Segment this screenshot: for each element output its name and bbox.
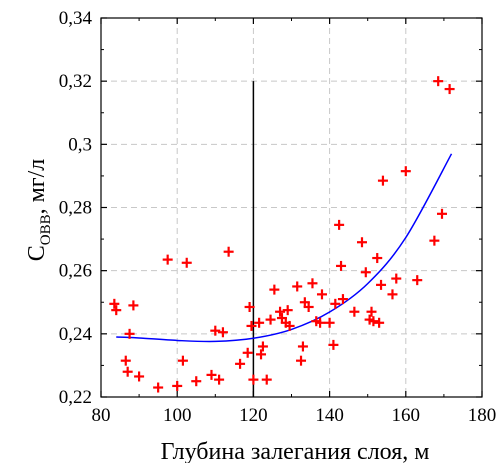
data-point — [376, 279, 387, 290]
y-axis-title-rest: , мг/л — [24, 159, 50, 215]
y-axis-tick-labels: 0,22 0,24 0,26 0,28 0,3 0,32 0,34 — [59, 8, 93, 408]
y-axis-title: CОВВ, мг/л — [24, 159, 54, 262]
data-point — [412, 275, 423, 286]
x-tick-label: 120 — [239, 405, 268, 426]
data-point — [356, 237, 367, 248]
grid-lines — [101, 18, 482, 397]
data-point — [124, 328, 135, 339]
data-point — [337, 294, 348, 305]
y-tick-label: 0,22 — [59, 387, 92, 408]
data-point — [122, 366, 133, 377]
data-point — [261, 374, 272, 385]
x-tick-label: 80 — [92, 405, 111, 426]
x-tick-label: 140 — [315, 405, 344, 426]
y-tick-label: 0,26 — [59, 261, 92, 282]
data-point — [334, 219, 345, 230]
data-point — [372, 253, 383, 264]
data-point — [257, 341, 268, 352]
data-point — [111, 305, 122, 316]
data-point — [360, 267, 371, 278]
data-point — [254, 317, 265, 328]
data-point — [429, 235, 440, 246]
trend-line — [116, 153, 453, 343]
data-point — [366, 306, 377, 317]
data-point — [349, 306, 360, 317]
y-axis-title-main: C — [24, 245, 50, 261]
data-point — [307, 278, 318, 289]
data-point — [368, 316, 379, 327]
data-point — [391, 273, 402, 284]
data-point — [328, 339, 339, 350]
x-tick-label: 100 — [163, 405, 192, 426]
data-point — [214, 374, 225, 385]
x-axis-tick-labels: 80 100 120 140 160 180 — [92, 405, 497, 426]
data-point — [433, 76, 444, 87]
data-point — [153, 382, 164, 393]
x-tick-label: 180 — [468, 405, 497, 426]
data-point — [256, 349, 267, 360]
x-axis-title: Глубина залегания слоя, м — [161, 439, 430, 463]
data-point — [315, 317, 326, 328]
data-point — [282, 305, 293, 316]
data-point — [134, 371, 145, 382]
data-point — [400, 166, 411, 177]
data-point — [172, 380, 183, 391]
y-tick-label: 0,28 — [59, 198, 92, 219]
y-tick-label: 0,24 — [59, 324, 93, 345]
data-point — [303, 301, 314, 312]
data-points — [109, 76, 455, 393]
y-axis-title-subscript: ОВВ — [38, 214, 54, 245]
data-point — [162, 254, 173, 265]
data-point — [210, 325, 221, 336]
data-point — [269, 284, 280, 295]
data-point — [246, 320, 257, 331]
y-tick-label: 0,34 — [59, 8, 93, 29]
data-point — [316, 289, 327, 300]
data-point — [109, 298, 120, 309]
data-point — [377, 175, 388, 186]
data-point — [444, 84, 455, 95]
data-point — [177, 355, 188, 366]
data-point — [324, 317, 335, 328]
y-axis-ticks — [101, 17, 482, 398]
data-point — [284, 320, 295, 331]
data-point — [275, 306, 286, 317]
data-point — [330, 298, 341, 309]
data-point — [265, 314, 276, 325]
y-tick-label: 0,3 — [68, 134, 92, 155]
data-point — [248, 374, 259, 385]
data-point — [235, 358, 246, 369]
data-point — [244, 301, 255, 312]
data-point — [191, 376, 202, 387]
data-point — [297, 341, 308, 352]
data-point — [223, 246, 234, 257]
data-point — [206, 369, 217, 380]
data-point — [374, 317, 385, 328]
data-point — [217, 327, 228, 338]
x-tick-label: 160 — [392, 405, 421, 426]
data-point — [120, 355, 131, 366]
data-point — [296, 355, 307, 366]
data-point — [181, 257, 192, 268]
data-point — [292, 281, 303, 292]
y-tick-label: 0,32 — [59, 71, 92, 92]
data-point — [336, 260, 347, 271]
data-point — [128, 300, 139, 311]
data-point — [436, 208, 447, 219]
data-point — [387, 289, 398, 300]
data-point — [242, 347, 253, 358]
